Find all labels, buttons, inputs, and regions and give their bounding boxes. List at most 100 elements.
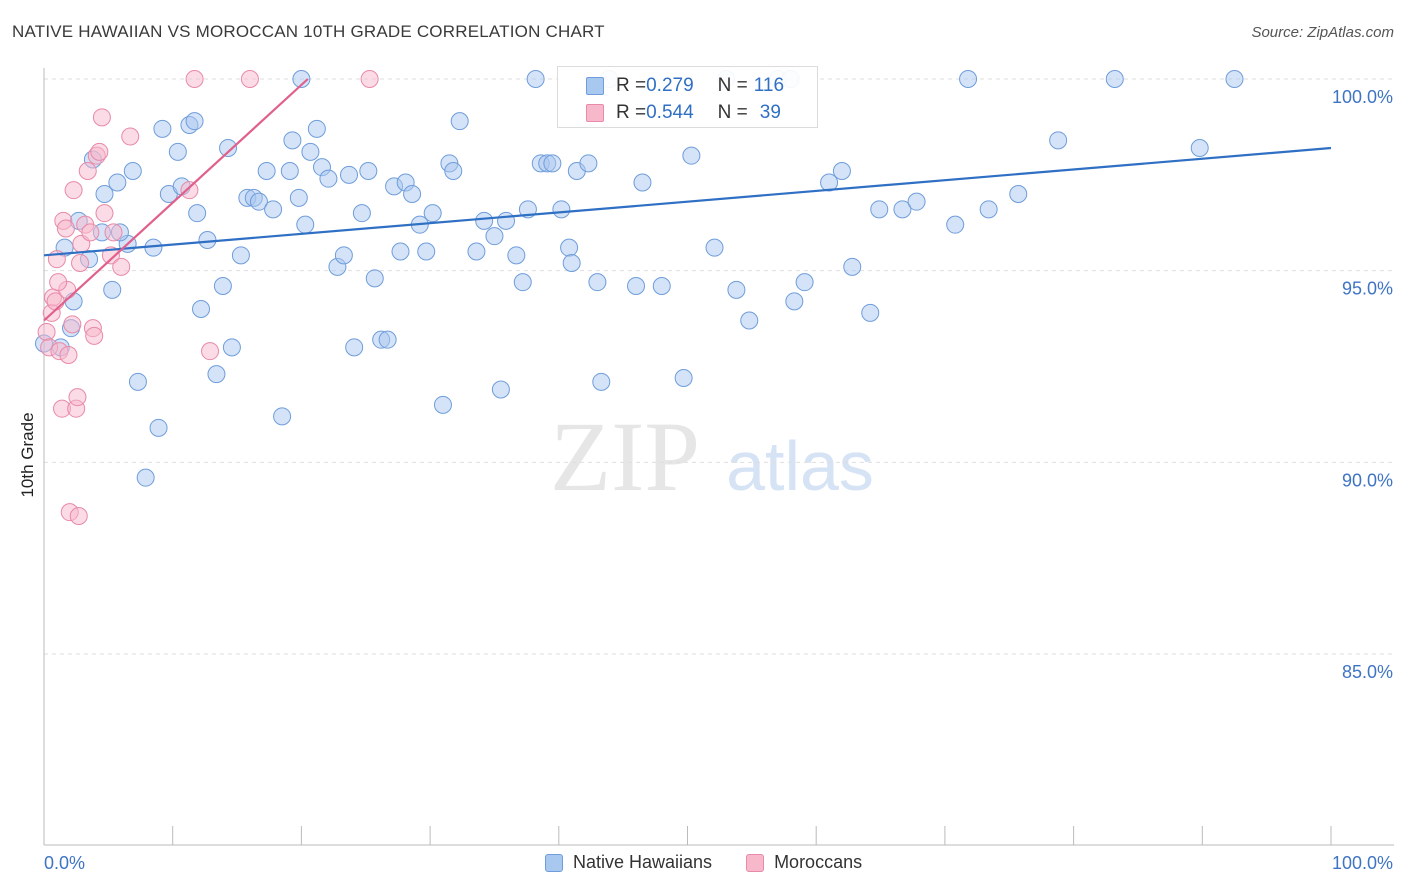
moroccan-point — [71, 254, 90, 272]
moroccan-point — [360, 70, 379, 88]
legend: Native Hawaiians Moroccans — [545, 852, 896, 873]
stats-n-value: 39 — [759, 102, 781, 123]
hawaiian-point — [123, 162, 142, 180]
hawaiian-point — [103, 280, 122, 299]
hawaiian-point — [507, 246, 526, 265]
moroccan-point — [63, 315, 82, 334]
hawaiian-point — [740, 311, 759, 330]
stats-n-label: N = — [717, 75, 748, 96]
moroccan-point — [81, 223, 100, 242]
hawaiian-point — [832, 162, 851, 180]
hawaiian-point — [785, 292, 804, 311]
hawaiian-point — [378, 330, 397, 349]
hawaiian-point — [334, 246, 353, 265]
hawaiian-point — [1049, 131, 1068, 150]
legend-item-hawaiians[interactable]: Native Hawaiians — [545, 852, 712, 873]
moroccan-point — [240, 70, 259, 88]
hawaiian-point — [444, 162, 463, 180]
hawaiian-point — [526, 70, 545, 88]
hawaiian-point — [391, 242, 410, 261]
stats-r-value: 0.279 — [646, 75, 694, 96]
hawaiian-point — [301, 142, 320, 161]
moroccan-point — [185, 70, 204, 88]
hawaiian-point — [485, 227, 504, 246]
moroccan-point — [90, 142, 109, 161]
hawaiian-point — [153, 119, 172, 138]
legend-label: Native Hawaiians — [573, 852, 713, 872]
hawaiian-point — [280, 162, 299, 180]
hawaiian-point — [192, 300, 211, 318]
hawaiian-point — [340, 165, 359, 184]
hawaiian-point — [627, 277, 646, 295]
hawaiian-point — [820, 173, 839, 192]
y-tick-label: 90.0% — [1342, 470, 1393, 490]
hawaiian-point — [1105, 70, 1124, 88]
x-tick-label-max: 100.0% — [1332, 853, 1393, 873]
hawaiian-point — [352, 204, 371, 223]
data-points — [35, 70, 1244, 525]
stats-row-hawaiians: R = 0.279 N = 116 — [558, 73, 784, 99]
hawaiian-point — [1009, 185, 1028, 203]
hawaiian-point — [289, 188, 308, 207]
hawaiian-point — [560, 238, 579, 257]
hawaiian-point — [633, 173, 652, 192]
hawaiian-point — [959, 70, 978, 88]
stats-r-value: 0.544 — [646, 102, 694, 123]
hawaiian-point — [198, 231, 217, 249]
axes — [43, 68, 1394, 846]
moroccan-point — [49, 273, 68, 292]
legend-swatch-moroccans — [746, 853, 765, 872]
legend-swatch-hawaiians — [545, 853, 563, 872]
hawaiian-point — [222, 338, 241, 357]
hawaiian-point — [307, 119, 326, 138]
hawaiian-point — [231, 246, 250, 265]
hawaiian-point — [682, 146, 701, 165]
x-tick-label-min: 0.0% — [44, 853, 85, 873]
moroccan-point — [201, 342, 220, 361]
hawaiian-point — [450, 112, 469, 131]
hawaiian-point — [562, 254, 581, 272]
hawaiian-point — [283, 131, 302, 150]
moroccan-point — [92, 108, 111, 127]
stats-n-label: N = — [717, 102, 748, 123]
moroccan-point — [112, 257, 131, 276]
hawaiian-point — [497, 211, 516, 230]
hawaiian-point — [795, 273, 814, 292]
moroccan-point — [37, 323, 56, 341]
hawaiian-point — [475, 211, 494, 230]
stats-n-value: 116 — [753, 75, 785, 96]
watermark-atlas: atlas — [726, 427, 874, 505]
stats-r-label: R = — [616, 75, 647, 96]
hawaiian-point — [588, 273, 607, 292]
moroccan-point — [69, 507, 88, 525]
hawaiian-point — [861, 303, 880, 322]
legend-item-moroccans[interactable]: Moroccans — [746, 852, 862, 873]
hawaiian-point — [188, 204, 207, 223]
hawaiian-point — [417, 242, 436, 261]
hawaiian-point — [319, 169, 338, 188]
tick-labels: 85.0% 90.0% 95.0% 100.0% 0.0% 100.0% — [44, 87, 1393, 873]
hawaiian-point — [264, 200, 283, 219]
hawaiian-point — [292, 70, 311, 88]
hawaiian-point — [257, 162, 276, 180]
hawaiian-point — [513, 273, 532, 292]
hawaiian-point — [579, 154, 598, 173]
chart-title: NATIVE HAWAIIAN VS MOROCCAN 10TH GRADE C… — [12, 22, 605, 41]
moroccan-point — [104, 223, 123, 242]
hawaiian-point — [359, 162, 378, 180]
hawaiian-point — [149, 418, 168, 437]
hawaiian-point — [727, 280, 746, 299]
hawaiian-point — [652, 277, 671, 295]
stats-row-moroccans: R = 0.544 N = 39 — [558, 100, 781, 126]
hawaiian-point — [403, 185, 422, 203]
stats-swatch-moroccans — [586, 104, 604, 122]
hawaiian-point — [273, 407, 292, 426]
moroccan-point — [180, 181, 199, 200]
hawaiian-point — [843, 257, 862, 276]
hawaiian-point — [674, 369, 693, 387]
hawaiian-point — [345, 338, 364, 357]
trend-lines — [43, 78, 1332, 322]
hawaiian-point — [433, 395, 452, 414]
moroccan-point — [85, 326, 104, 345]
